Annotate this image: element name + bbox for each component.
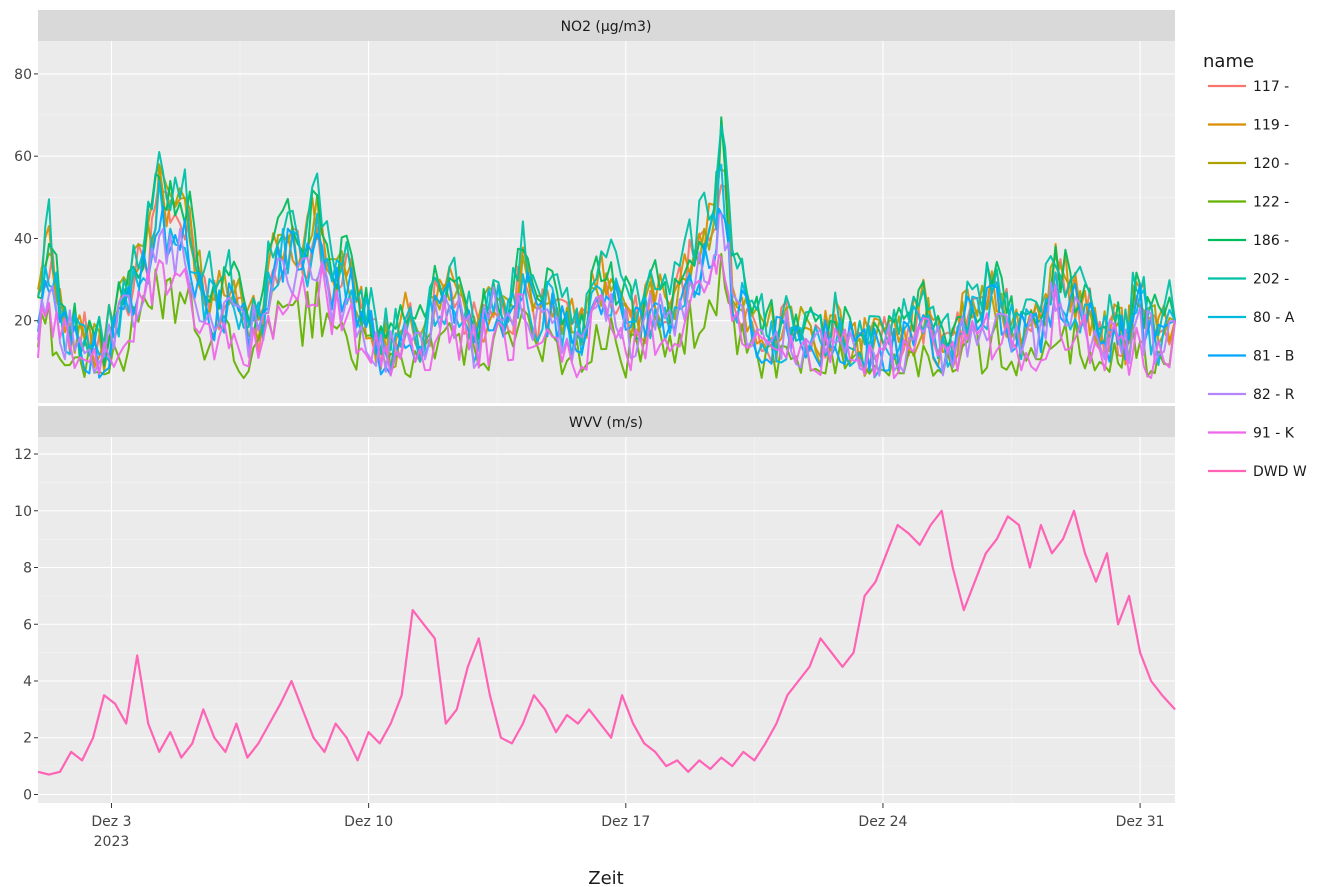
x-tick-label: Dez 17 (601, 814, 650, 830)
y-tick-label: 12 (14, 447, 32, 463)
y-tick-label: 6 (23, 617, 32, 633)
y-tick-label: 60 (14, 149, 32, 165)
legend-label: 81 - B (1253, 349, 1294, 365)
grid-wvv (38, 437, 1175, 803)
series-line (37, 119, 1176, 372)
x-tick-sublabel: 2023 (94, 834, 130, 850)
series-line (37, 254, 1176, 380)
y-tick-label: 40 (14, 231, 32, 247)
series-line (37, 205, 1176, 379)
legend-label: 122 - (1253, 195, 1289, 211)
y-tick-label: 10 (14, 504, 32, 520)
x-axis: Dez 3 2023 Dez 10 Dez 17 Dez 24 Dez 31 (91, 803, 1165, 850)
legend-label: 202 - (1253, 272, 1289, 288)
strip-no2-label: NO2 (µg/m3) (561, 19, 652, 35)
series-line (37, 179, 1176, 371)
y-tick-label: 8 (23, 561, 32, 577)
x-tick-label: Dez 10 (344, 814, 393, 830)
legend-label: 117 - (1253, 79, 1289, 95)
legend-label: 80 - A (1253, 310, 1295, 326)
strip-wvv-label: WVV (m/s) (569, 415, 643, 431)
y-tick-label: 20 (14, 314, 32, 330)
legend-label: 120 - (1253, 156, 1289, 172)
y-tick-label: 2 (23, 731, 32, 747)
legend: name 117 - 119 - 120 - 122 - 186 - 202 - 80 - … (1203, 51, 1307, 480)
x-axis-title: Zeit (588, 868, 623, 887)
y-tick-label: 0 (23, 787, 32, 803)
legend-label: DWD W (1253, 464, 1307, 480)
x-tick-label: Dez 3 (91, 814, 131, 830)
strip-no2-background (38, 10, 1175, 41)
legend-label: 119 - (1253, 118, 1289, 134)
panel-wvv-background (38, 437, 1175, 803)
panel-no2: NO2 (µg/m3) 20 40 60 80 (14, 10, 1176, 403)
lines-no2 (37, 116, 1176, 380)
x-tick-label: Dez 24 (858, 814, 907, 830)
lines-wvv (37, 509, 1176, 776)
legend-label: 91 - K (1253, 426, 1295, 442)
series-line (37, 509, 1176, 776)
legend-label: 82 - R (1253, 387, 1295, 403)
series-line (37, 212, 1176, 377)
x-tick-label: Dez 31 (1116, 814, 1165, 830)
legend-label: 186 - (1253, 233, 1289, 249)
y-axis-no2: 20 40 60 80 (14, 67, 38, 330)
strip-wvv-background (38, 406, 1175, 437)
y-tick-label: 4 (23, 674, 32, 690)
legend-title: name (1203, 51, 1254, 72)
y-tick-label: 80 (14, 67, 32, 83)
panel-wvv: WVV (m/s) 0 2 4 6 8 10 12 (14, 406, 1176, 803)
y-axis-wvv: 0 2 4 6 8 10 12 (14, 447, 38, 803)
